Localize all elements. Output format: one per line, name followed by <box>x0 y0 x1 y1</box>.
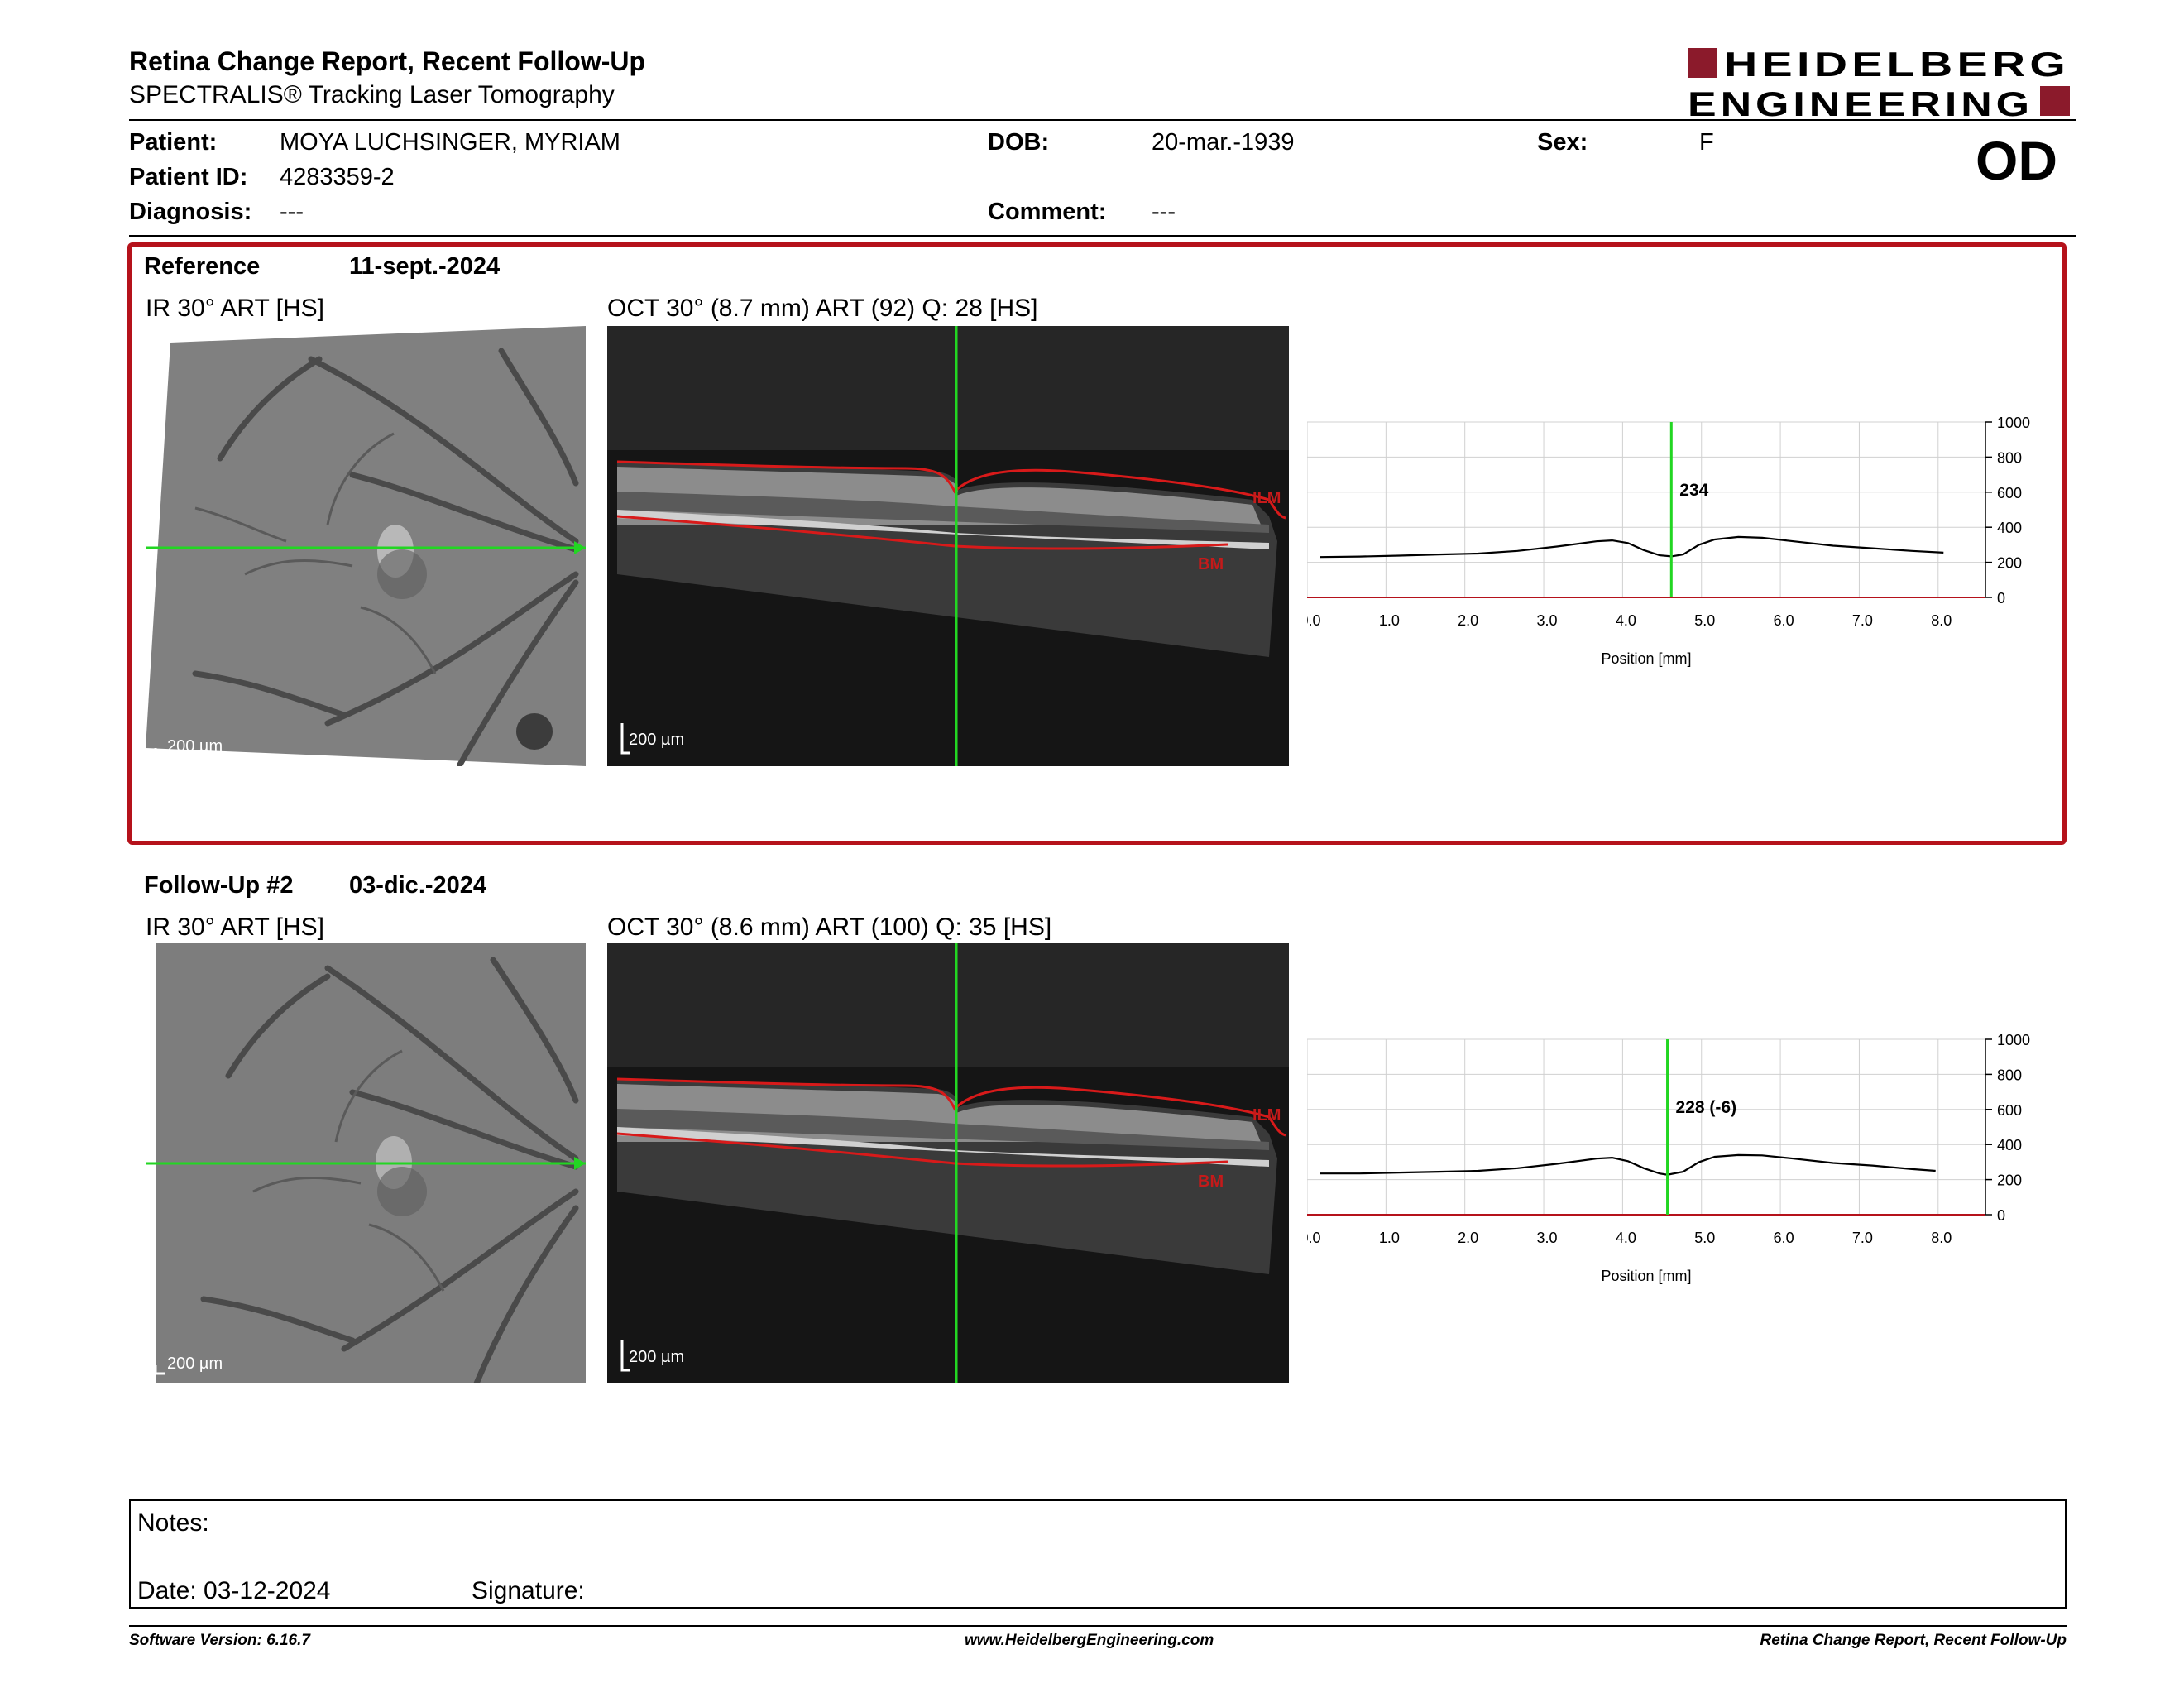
footer-software-version: Software Version: 6.16.7 <box>129 1632 310 1649</box>
reference-ilm-label: ILM <box>1252 489 1281 507</box>
footer-rule <box>129 1625 2067 1627</box>
reference-x-tick-label: 0.0 <box>1307 612 1321 629</box>
followup-bm-line <box>616 1132 1228 1168</box>
comment-value: --- <box>1152 199 1176 225</box>
followup-marker-value: 228 (-6) <box>1676 1098 1737 1117</box>
reference-thickness-line <box>1320 535 1944 559</box>
followup-y-tick-label: 0 <box>1997 1207 2005 1224</box>
followup-thickness-graph: 0 200 400 600 800 1000 0.0 1.0 2.0 3.0 4.0 5.0 6.0 7.… <box>1307 1031 2035 1296</box>
reference-marker-value: 234 <box>1679 481 1708 500</box>
followup-plot-area <box>1307 1038 1986 1216</box>
followup-x-tick-label: 0.0 <box>1307 1230 1321 1246</box>
reference-x-tick-label: 8.0 <box>1931 612 1952 629</box>
reference-oct-scale-label: 200 µm <box>629 731 684 749</box>
followup-date: 03-dic.-2024 <box>349 872 487 899</box>
followup-label: Follow-Up #2 <box>144 872 294 899</box>
notes-label: Notes: <box>137 1509 209 1537</box>
followup-y-tick-label: 600 <box>1997 1102 2022 1119</box>
header-rule <box>129 119 2076 121</box>
followup-oct-scale-label: 200 µm <box>629 1348 684 1366</box>
notes-date: Date: 03-12-2024 <box>137 1577 331 1604</box>
patient-label: Patient: <box>129 129 218 156</box>
signature-label: Signature: <box>472 1577 585 1604</box>
reference-x-tick-label: 4.0 <box>1616 612 1636 629</box>
reference-x-tick-label: 2.0 <box>1458 612 1478 629</box>
followup-thickness-line <box>1320 1153 1936 1176</box>
reference-y-tick-label: 200 <box>1997 555 2022 572</box>
followup-x-tick-label: 4.0 <box>1616 1230 1636 1246</box>
followup-x-tick-label: 8.0 <box>1931 1230 1952 1246</box>
followup-ilm-label: ILM <box>1252 1106 1281 1125</box>
patient-name: MOYA LUCHSINGER, MYRIAM <box>280 129 620 156</box>
reference-ilm-line <box>616 460 1286 520</box>
reference-ir-title: IR 30° ART [HS] <box>146 295 324 322</box>
heidelberg-logo: HEIDELBERG ENGINEERING <box>1688 45 2070 119</box>
followup-x-tick-label: 6.0 <box>1774 1230 1794 1246</box>
reference-date: 11-sept.-2024 <box>349 253 500 280</box>
followup-ir-scale-label: 200 µm <box>167 1355 223 1373</box>
sex-value: F <box>1699 129 1714 156</box>
notes-box[interactable]: Notes: Date: 03-12-2024 Signature: <box>129 1499 2067 1609</box>
patient-id: 4283359-2 <box>280 164 395 190</box>
reference-y-tick-label: 600 <box>1997 485 2022 501</box>
eye-indicator: OD <box>1976 130 2057 191</box>
dob-label: DOB: <box>988 129 1050 156</box>
followup-oct-title: OCT 30° (8.6 mm) ART (100) Q: 35 [HS] <box>607 914 1052 941</box>
reference-oct-title: OCT 30° (8.7 mm) ART (92) Q: 28 [HS] <box>607 295 1038 322</box>
followup-oct-bscan-image[interactable]: ILM BM 200 µm <box>607 943 1289 1383</box>
followup-ilm-line <box>616 1077 1286 1137</box>
reference-thickness-graph: 0 200 400 600 800 1000 0.0 1.0 2.0 3.0 4.0 5.0 6.0 7.… <box>1307 414 2035 679</box>
report-title: Retina Change Report, Recent Follow-Up <box>129 46 646 76</box>
comment-label: Comment: <box>988 199 1107 225</box>
followup-y-tick-label: 200 <box>1997 1172 2022 1189</box>
reference-oct-bscan-image[interactable]: ILM BM 200 µm <box>607 326 1289 766</box>
reference-x-tick-label: 5.0 <box>1694 612 1715 629</box>
reference-ir-fundus-image[interactable]: 200 µm <box>146 326 586 766</box>
followup-ir-fundus-image[interactable]: 200 µm <box>146 943 586 1383</box>
followup-y-tick-label: 400 <box>1997 1137 2022 1153</box>
logo-square-bottom <box>2040 86 2070 116</box>
followup-x-tick-label: 3.0 <box>1537 1230 1558 1246</box>
reference-bm-line <box>616 515 1228 550</box>
dob-value: 20-mar.-1939 <box>1152 129 1295 156</box>
followup-x-tick-label: 5.0 <box>1694 1230 1715 1246</box>
followup-x-tick-label: 7.0 <box>1852 1230 1873 1246</box>
followup-x-tick-label: 1.0 <box>1379 1230 1400 1246</box>
footer-website-link[interactable]: www.HeidelbergEngineering.com <box>965 1632 1214 1649</box>
reference-y-tick-label: 800 <box>1997 449 2022 466</box>
reference-x-tick-label: 1.0 <box>1379 612 1400 629</box>
logo-square-top <box>1688 48 1717 78</box>
reference-x-tick-label: 7.0 <box>1852 612 1873 629</box>
reference-highlight-box <box>127 242 2067 845</box>
footer-report-name: Retina Change Report, Recent Follow-Up <box>1760 1632 2067 1649</box>
reference-ir-scale-label: 200 µm <box>167 737 223 755</box>
reference-x-tick-label: 6.0 <box>1774 612 1794 629</box>
reference-y-tick-label: 400 <box>1997 520 2022 536</box>
reference-bm-label: BM <box>1198 555 1224 573</box>
logo-line2: ENGINEERING <box>1688 84 2033 119</box>
followup-x-tick-label: 2.0 <box>1458 1230 1478 1246</box>
reference-plot-area <box>1307 421 1986 598</box>
followup-y-tick-label: 800 <box>1997 1067 2022 1083</box>
reference-y-tick-label: 1000 <box>1997 415 2030 431</box>
reference-label: Reference <box>144 253 261 280</box>
sex-label: Sex: <box>1537 129 1588 156</box>
patient-id-label: Patient ID: <box>129 164 248 190</box>
diagnosis-label: Diagnosis: <box>129 199 252 225</box>
diagnosis-value: --- <box>280 199 304 225</box>
followup-y-tick-label: 1000 <box>1997 1032 2030 1048</box>
report-subtitle: SPECTRALIS® Tracking Laser Tomography <box>129 81 615 108</box>
reference-x-tick-label: 3.0 <box>1537 612 1558 629</box>
followup-x-axis-label: Position [mm] <box>1601 1268 1691 1284</box>
patient-rule <box>129 235 2076 237</box>
reference-x-axis-label: Position [mm] <box>1601 650 1691 667</box>
reference-y-tick-label: 0 <box>1997 590 2005 607</box>
followup-ir-title: IR 30° ART [HS] <box>146 914 324 941</box>
logo-line1: HEIDELBERG <box>1724 45 2070 84</box>
followup-bm-label: BM <box>1198 1172 1224 1191</box>
